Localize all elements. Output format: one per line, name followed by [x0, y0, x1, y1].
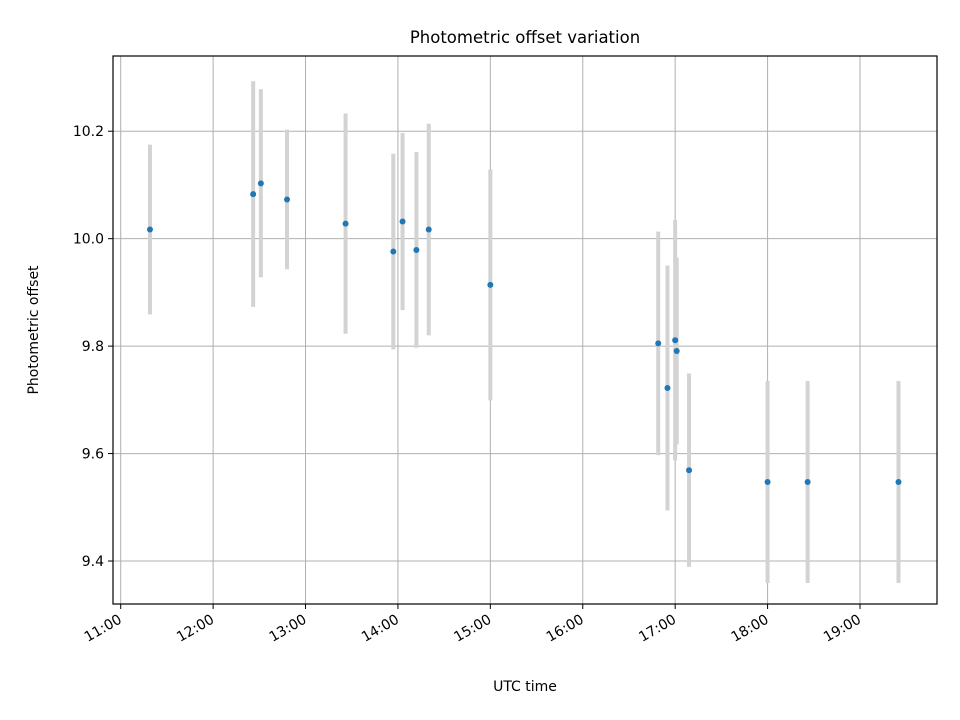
data-point — [664, 385, 671, 392]
plot-frame — [112, 55, 938, 605]
data-point — [399, 218, 406, 225]
x-axis-label: UTC time — [493, 679, 557, 695]
data-point — [487, 281, 494, 288]
chart-title: Photometric offset variation — [410, 28, 640, 47]
y-tick-label: 10.0 — [73, 232, 104, 248]
y-tick-label: 9.6 — [82, 447, 104, 463]
data-point — [250, 191, 257, 198]
data-point — [895, 479, 902, 486]
y-tick-label: 9.4 — [82, 554, 104, 570]
data-point — [764, 479, 771, 486]
data-point — [686, 467, 693, 474]
data-point — [284, 196, 291, 203]
data-point — [413, 246, 420, 253]
y-axis-label: Photometric offset — [26, 265, 42, 395]
data-point — [390, 248, 397, 255]
data-point — [655, 340, 662, 347]
data-point — [342, 220, 349, 227]
data-point — [804, 479, 811, 486]
data-point — [146, 226, 153, 233]
data-point — [257, 180, 264, 187]
y-tick-label: 10.2 — [73, 124, 104, 140]
y-tick-label: 9.8 — [82, 339, 104, 355]
data-point — [673, 347, 680, 354]
data-point — [425, 226, 432, 233]
data-point — [672, 337, 679, 344]
y-axis-ticks: 9.4 9.6 9.8 10.0 10.2 — [73, 124, 113, 570]
data-points — [146, 180, 902, 486]
